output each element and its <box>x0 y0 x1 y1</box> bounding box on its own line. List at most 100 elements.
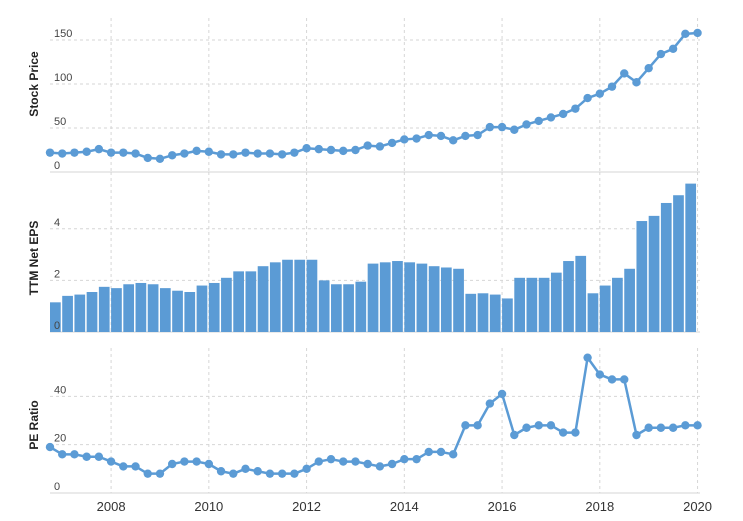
stock-price-point <box>571 104 580 113</box>
eps-bar <box>502 298 513 332</box>
pe-ratio-point <box>510 430 519 440</box>
stock-price-point <box>620 69 629 78</box>
pe-ratio-point <box>632 430 641 440</box>
stock-price-point <box>656 49 666 59</box>
ytick-label: 150 <box>54 28 72 40</box>
stock-price-point <box>155 154 165 163</box>
xtick-label: 2010 <box>194 499 223 514</box>
eps-bar <box>98 286 110 332</box>
eps-bar <box>282 259 293 332</box>
eps-bar <box>111 288 122 332</box>
ytick-label: 100 <box>54 72 72 84</box>
stock-price-point <box>253 149 262 158</box>
pe-ratio-point <box>253 467 262 476</box>
ytick-label: 50 <box>54 116 66 128</box>
stock-price-point <box>436 131 446 141</box>
ytick-label: 40 <box>54 384 66 396</box>
pe-ratio-point <box>326 454 336 464</box>
stock-price-point <box>510 125 519 134</box>
pe-ratio-point <box>192 457 201 466</box>
pe-ratio-point <box>82 452 91 461</box>
ylabel-stock-price: Stock Price <box>27 51 41 117</box>
pe-ratio-point <box>241 464 250 474</box>
ylabel-ttm-net-eps: TTM Net EPS <box>27 221 41 296</box>
eps-bar <box>331 284 342 332</box>
eps-bar <box>318 280 330 332</box>
pe-ratio-point <box>644 423 653 432</box>
eps-bar <box>379 262 391 332</box>
eps-bar <box>599 285 611 332</box>
stock-price-point <box>326 145 336 155</box>
stock-price-point <box>497 122 507 132</box>
eps-bar <box>86 292 98 332</box>
pe-ratio-point <box>595 370 605 379</box>
stock-price-point <box>400 135 409 144</box>
stock-price-point <box>265 149 275 158</box>
stock-price-point <box>106 148 116 157</box>
eps-bar <box>428 266 440 332</box>
eps-bar <box>440 267 452 332</box>
pe-ratio-point <box>167 459 177 469</box>
pe-ratio-point <box>693 421 702 430</box>
stock-price-point <box>277 150 287 159</box>
xtick-label: 2008 <box>97 499 126 514</box>
eps-bar <box>50 302 61 332</box>
pe-ratio-point <box>265 469 275 478</box>
ytick-label: 0 <box>54 481 60 493</box>
stock-price-point <box>314 144 323 154</box>
eps-bar <box>196 285 208 332</box>
eps-bar <box>648 215 660 332</box>
pe-ratio-point <box>681 421 690 430</box>
eps-bar <box>514 277 526 332</box>
pe-ratio-point <box>119 462 128 471</box>
stock-price-point <box>485 122 495 132</box>
stock-price-point <box>119 148 128 157</box>
x-axis-ticks: 2008 2010 2012 2014 2016 2018 2020 <box>97 499 712 514</box>
pe-ratio-point <box>412 454 421 464</box>
stock-price-point <box>192 146 201 156</box>
ytick-label: 2 <box>54 268 60 280</box>
stock-price-point <box>424 130 433 140</box>
pe-ratio-point <box>339 457 348 466</box>
pe-ratio-point <box>290 469 299 478</box>
stock-price-point <box>558 109 568 119</box>
stock-price-point <box>351 145 360 155</box>
yticks-ttm-net-eps: 0 2 4 <box>54 217 60 332</box>
pe-ratio-point <box>143 469 152 478</box>
stock-price-point <box>180 149 189 158</box>
eps-bar <box>172 290 183 332</box>
eps-bar <box>306 259 318 332</box>
eps-bar <box>123 284 135 332</box>
marks-pe-ratio <box>45 353 702 478</box>
yticks-stock-price: 0 50 100 150 <box>54 28 72 172</box>
xtick-label: 2020 <box>683 499 712 514</box>
pe-ratio-point <box>461 421 470 430</box>
ytick-label: 4 <box>54 217 60 229</box>
stock-price-point <box>387 138 397 148</box>
eps-bar <box>147 284 159 332</box>
panel-stock-price: 0 50 100 150 Stock Price <box>27 18 702 173</box>
stock-price-point <box>583 93 592 103</box>
stock-price-point <box>339 146 348 156</box>
eps-bar <box>526 277 538 332</box>
eps-bar <box>294 259 306 332</box>
eps-bar <box>269 262 281 332</box>
stock-price-point <box>595 89 605 98</box>
eps-bar <box>416 263 428 332</box>
pe-ratio-point <box>473 421 482 430</box>
stock-price-point <box>693 28 702 38</box>
eps-bar <box>343 284 354 332</box>
eps-bar <box>221 277 232 332</box>
stock-price-point <box>448 136 458 145</box>
eps-bar <box>612 277 623 332</box>
panel-ttm-net-eps: 0 2 4 TTM Net EPS <box>27 172 700 333</box>
xtick-label: 2014 <box>390 499 419 514</box>
stock-price-point <box>461 131 470 141</box>
eps-bar <box>367 263 379 332</box>
pe-ratio-point <box>534 421 543 430</box>
panel-pe-ratio: 0 20 40 PE Ratio <box>27 348 702 494</box>
pe-ratio-point <box>656 423 666 432</box>
pe-ratio-point <box>131 462 140 471</box>
pe-ratio-point <box>400 454 409 464</box>
